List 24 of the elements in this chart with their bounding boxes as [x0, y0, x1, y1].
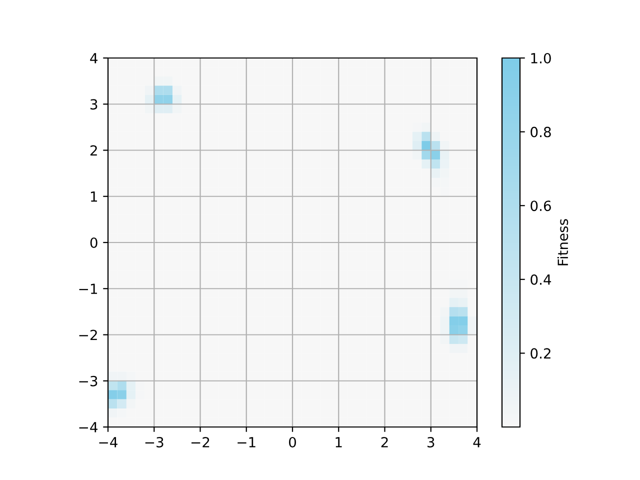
y-tick-label: 1 — [90, 192, 97, 202]
y-tick-label: −1 — [79, 284, 97, 294]
x-tick-label: −2 — [191, 436, 210, 448]
color-bar-label: 0.8 — [530, 126, 551, 138]
y-tick-label: 4 — [90, 53, 98, 64]
y-tick-label: −4 — [79, 422, 98, 432]
x-tick-label: −4 — [99, 437, 118, 448]
x-tick-label: 4 — [473, 437, 481, 448]
color-bar-title: Fitness — [557, 219, 568, 266]
x-tick-label: −1 — [238, 437, 256, 448]
y-tick-label: −2 — [79, 330, 97, 340]
color-bar-label: 0.2 — [530, 348, 550, 359]
x-tick-label: 1 — [336, 437, 342, 448]
y-tick-label: 2 — [90, 145, 97, 156]
color-bar-label: 0.6 — [530, 200, 551, 212]
x-tick-label: 3 — [428, 436, 434, 448]
x-tick-label: −3 — [145, 436, 164, 448]
color-bar-label: 1.0 — [531, 52, 551, 64]
y-tick-label: 0 — [90, 237, 98, 248]
y-tick-label: −3 — [79, 376, 98, 386]
color-bar-label: 0.4 — [530, 274, 552, 285]
x-tick-label: 2 — [381, 436, 388, 448]
x-tick-label: 0 — [288, 436, 296, 448]
y-tick-label: 3 — [90, 99, 98, 110]
